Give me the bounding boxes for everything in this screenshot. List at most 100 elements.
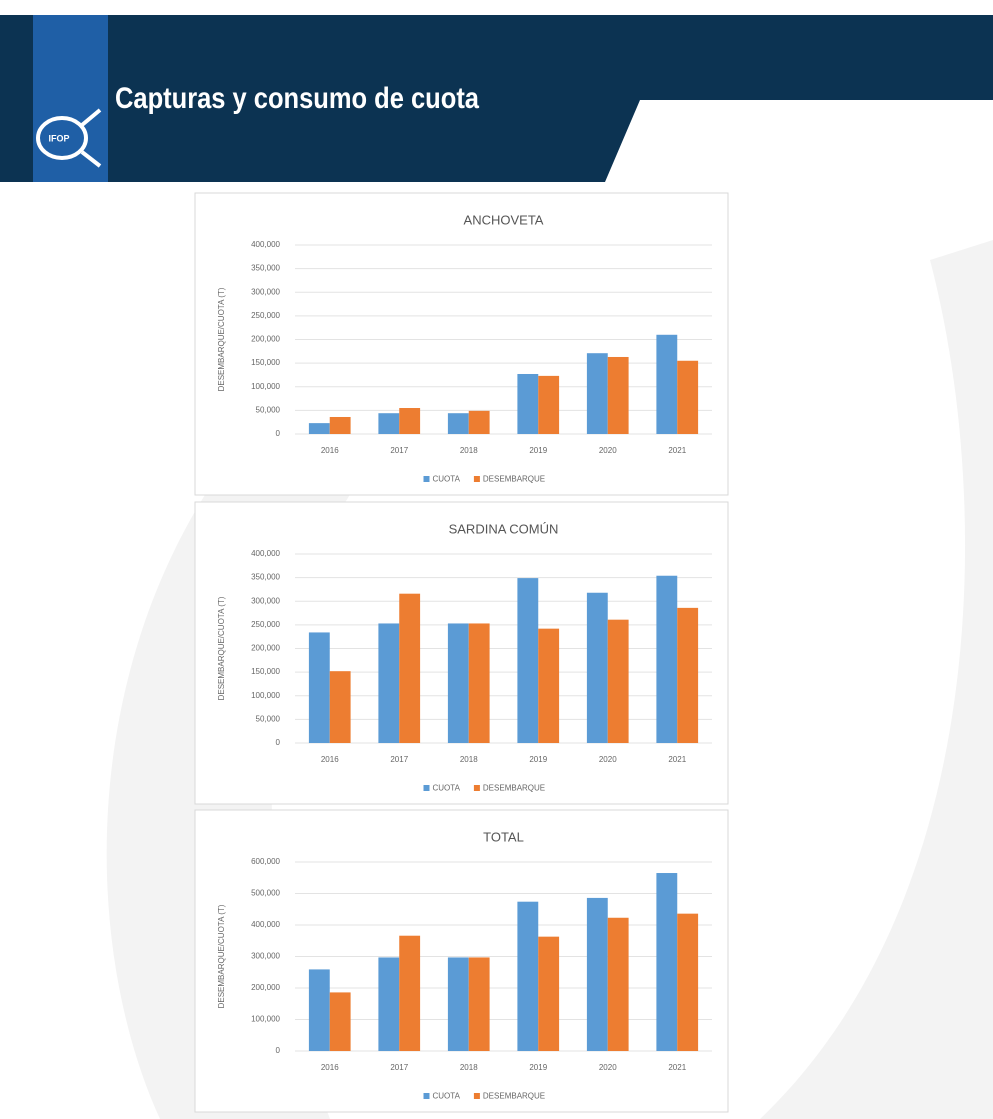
chart-title: ANCHOVETA [464, 212, 544, 227]
y-tick-label: 100,000 [251, 1015, 280, 1024]
y-tick-label: 300,000 [251, 596, 280, 605]
legend-swatch [423, 785, 430, 791]
x-tick-label: 2021 [668, 755, 686, 764]
y-axis-label: DESEMBARQUE/CUOTA (T) [217, 904, 226, 1008]
y-tick-label: 350,000 [251, 264, 280, 273]
y-tick-label: 100,000 [251, 382, 280, 391]
y-tick-label: 400,000 [251, 240, 280, 249]
legend-swatch [473, 476, 480, 482]
y-tick-label: 0 [276, 429, 281, 438]
x-tick-label: 2020 [599, 1063, 617, 1072]
bar [308, 423, 330, 434]
bar [607, 356, 629, 434]
bar [517, 578, 539, 743]
bar [517, 373, 539, 434]
bar [517, 901, 539, 1051]
bar [677, 913, 699, 1051]
x-tick-label: 2017 [390, 755, 408, 764]
slide-title: Capturas y consumo de cuota [115, 81, 479, 114]
bar [378, 957, 400, 1051]
y-tick-label: 300,000 [251, 952, 280, 961]
bar [656, 873, 678, 1051]
bar [378, 413, 400, 434]
bar [607, 619, 629, 743]
bar [447, 957, 469, 1051]
chart-title: SARDINA COMÚN [449, 521, 559, 536]
y-tick-label: 200,000 [251, 644, 280, 653]
bar [656, 575, 678, 743]
x-tick-label: 2019 [529, 1063, 547, 1072]
bg-shape [760, 240, 993, 1119]
bar [586, 897, 608, 1051]
y-tick-label: 250,000 [251, 620, 280, 629]
bar [468, 623, 490, 743]
x-tick-label: 2018 [460, 755, 478, 764]
y-tick-label: 500,000 [251, 889, 280, 898]
bar [378, 623, 400, 743]
x-tick-label: 2019 [529, 446, 547, 455]
y-tick-label: 50,000 [256, 405, 281, 414]
legend-label: DESEMBARQUE [483, 784, 545, 793]
y-tick-label: 600,000 [251, 857, 280, 866]
legend-swatch [423, 1093, 430, 1099]
chart-panel [194, 192, 729, 496]
y-tick-label: 350,000 [251, 573, 280, 582]
x-tick-label: 2018 [460, 446, 478, 455]
y-tick-label: 200,000 [251, 983, 280, 992]
y-tick-label: 150,000 [251, 358, 280, 367]
y-tick-label: 400,000 [251, 920, 280, 929]
bar [586, 353, 608, 434]
x-tick-label: 2021 [668, 446, 686, 455]
x-tick-label: 2016 [321, 1063, 339, 1072]
y-tick-label: 100,000 [251, 691, 280, 700]
y-tick-label: 250,000 [251, 311, 280, 320]
y-tick-label: 200,000 [251, 335, 280, 344]
bar [329, 671, 351, 743]
y-tick-label: 150,000 [251, 667, 280, 676]
bar [447, 413, 469, 434]
bar [677, 360, 699, 434]
x-tick-label: 2020 [599, 446, 617, 455]
bar [399, 593, 421, 743]
bar [329, 416, 351, 434]
legend-swatch [423, 476, 430, 482]
x-tick-label: 2019 [529, 755, 547, 764]
bar [656, 334, 678, 434]
legend-label: DESEMBARQUE [483, 475, 545, 484]
x-tick-label: 2016 [321, 755, 339, 764]
header-band [0, 15, 993, 182]
y-tick-label: 0 [276, 738, 281, 747]
bar [308, 969, 330, 1051]
logo-text: IFOP [48, 133, 69, 143]
bar [329, 992, 351, 1051]
bar [538, 936, 560, 1051]
bar [586, 592, 608, 743]
y-tick-label: 0 [276, 1046, 281, 1055]
bar [538, 628, 560, 743]
legend-label: CUOTA [433, 475, 461, 484]
x-tick-label: 2018 [460, 1063, 478, 1072]
x-tick-label: 2017 [390, 446, 408, 455]
legend-label: CUOTA [433, 1092, 461, 1101]
y-axis-label: DESEMBARQUE/CUOTA (T) [217, 287, 226, 391]
bar [308, 632, 330, 743]
y-tick-label: 400,000 [251, 549, 280, 558]
legend-swatch [473, 1093, 480, 1099]
legend-label: DESEMBARQUE [483, 1092, 545, 1101]
x-tick-label: 2021 [668, 1063, 686, 1072]
bar [399, 408, 421, 434]
bar [468, 957, 490, 1051]
legend-label: CUOTA [433, 784, 461, 793]
logo-fish [36, 116, 88, 160]
bar [399, 935, 421, 1051]
legend-swatch [473, 785, 480, 791]
x-tick-label: 2020 [599, 755, 617, 764]
chart-title: TOTAL [483, 829, 524, 844]
y-axis-label: DESEMBARQUE/CUOTA (T) [217, 596, 226, 700]
logo-tail [80, 108, 102, 168]
bar [538, 375, 560, 434]
y-tick-label: 300,000 [251, 287, 280, 296]
x-tick-label: 2017 [390, 1063, 408, 1072]
x-tick-label: 2016 [321, 446, 339, 455]
